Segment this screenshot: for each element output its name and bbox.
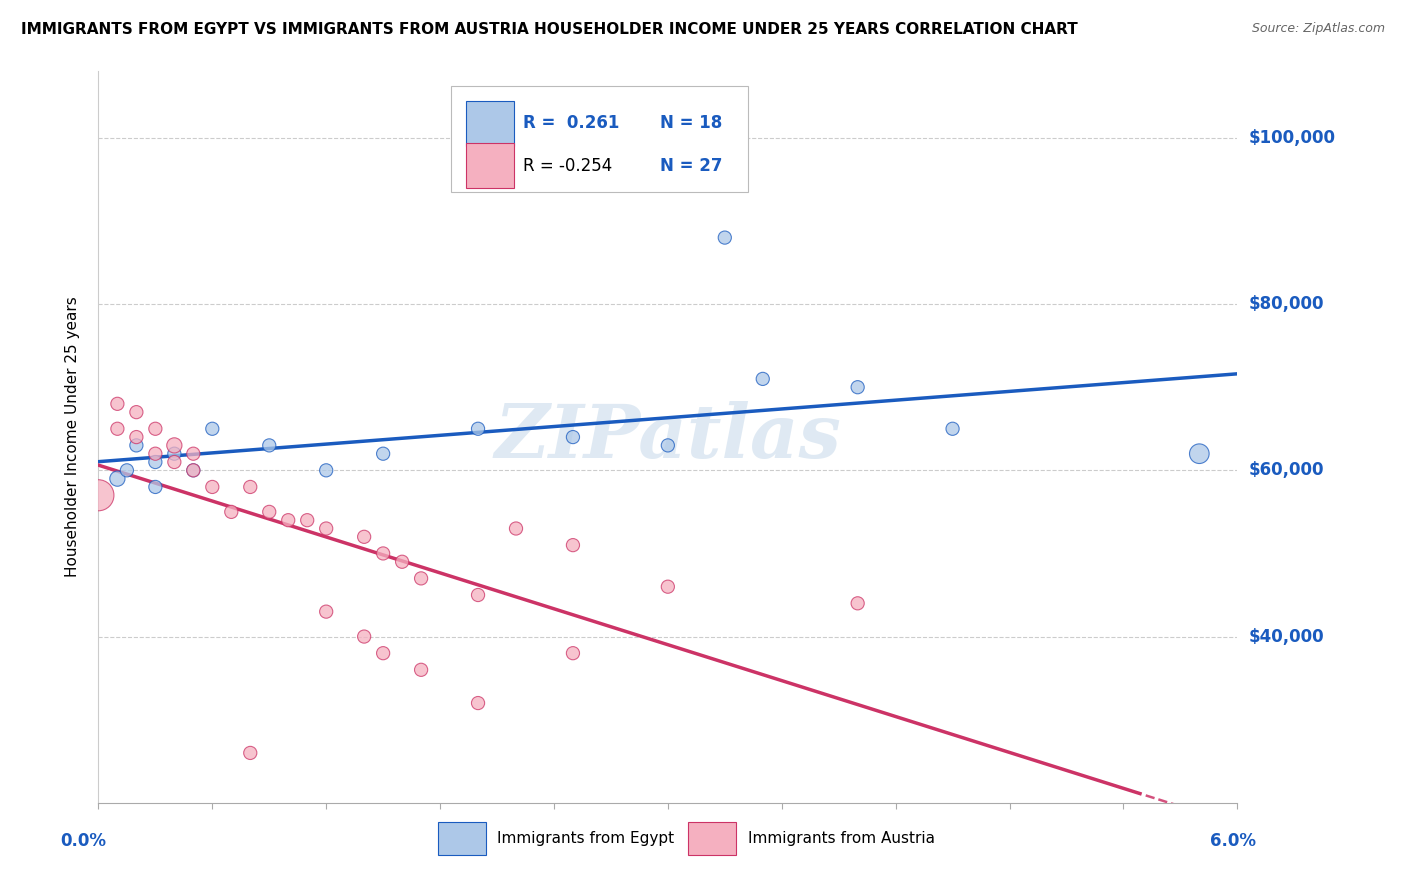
Point [505,521,527,535]
Point [562,646,585,660]
Point [467,422,489,436]
Point [201,480,224,494]
Point [467,696,489,710]
Point [315,521,337,535]
Point [115,463,138,477]
Point [145,480,167,494]
Point [163,438,186,452]
Text: Source: ZipAtlas.com: Source: ZipAtlas.com [1251,22,1385,36]
Point [391,555,413,569]
Text: ZIPatlas: ZIPatlas [495,401,841,474]
Point [297,513,319,527]
Point [371,546,394,560]
Point [371,447,394,461]
Point [714,230,737,244]
Point [239,480,262,494]
Text: 0.0%: 0.0% [60,832,107,850]
FancyBboxPatch shape [437,822,485,855]
Point [87,488,110,502]
Point [657,438,679,452]
Point [145,447,167,461]
FancyBboxPatch shape [451,86,748,192]
Point [259,438,281,452]
Text: $60,000: $60,000 [1249,461,1324,479]
Point [353,530,375,544]
Text: N = 27: N = 27 [659,157,723,175]
Text: $100,000: $100,000 [1249,128,1336,147]
Text: $40,000: $40,000 [1249,628,1324,646]
Point [411,663,433,677]
Text: Immigrants from Austria: Immigrants from Austria [748,831,935,847]
Y-axis label: Householder Income Under 25 years: Householder Income Under 25 years [65,297,80,577]
Point [315,605,337,619]
Point [467,588,489,602]
Point [259,505,281,519]
Point [183,447,205,461]
Point [221,505,243,519]
Text: R = -0.254: R = -0.254 [523,157,613,175]
Point [411,571,433,585]
Text: $80,000: $80,000 [1249,295,1324,313]
Point [201,422,224,436]
Point [145,422,167,436]
Text: N = 18: N = 18 [659,114,723,132]
Point [657,580,679,594]
Point [562,538,585,552]
Point [107,397,129,411]
Point [846,596,869,610]
Point [562,430,585,444]
Point [1188,447,1211,461]
Text: IMMIGRANTS FROM EGYPT VS IMMIGRANTS FROM AUSTRIA HOUSEHOLDER INCOME UNDER 25 YEA: IMMIGRANTS FROM EGYPT VS IMMIGRANTS FROM… [21,22,1078,37]
Point [371,646,394,660]
Point [125,405,148,419]
Point [145,455,167,469]
Point [277,513,299,527]
Point [752,372,775,386]
Point [107,472,129,486]
Text: Immigrants from Egypt: Immigrants from Egypt [498,831,673,847]
Point [239,746,262,760]
FancyBboxPatch shape [467,143,515,188]
FancyBboxPatch shape [689,822,737,855]
FancyBboxPatch shape [467,101,515,146]
Point [353,630,375,644]
Point [315,463,337,477]
Point [942,422,965,436]
Point [183,463,205,477]
Text: 6.0%: 6.0% [1211,832,1257,850]
Point [183,463,205,477]
Point [163,447,186,461]
Text: R =  0.261: R = 0.261 [523,114,620,132]
Point [163,455,186,469]
Point [107,422,129,436]
Point [125,438,148,452]
Point [846,380,869,394]
Point [125,430,148,444]
